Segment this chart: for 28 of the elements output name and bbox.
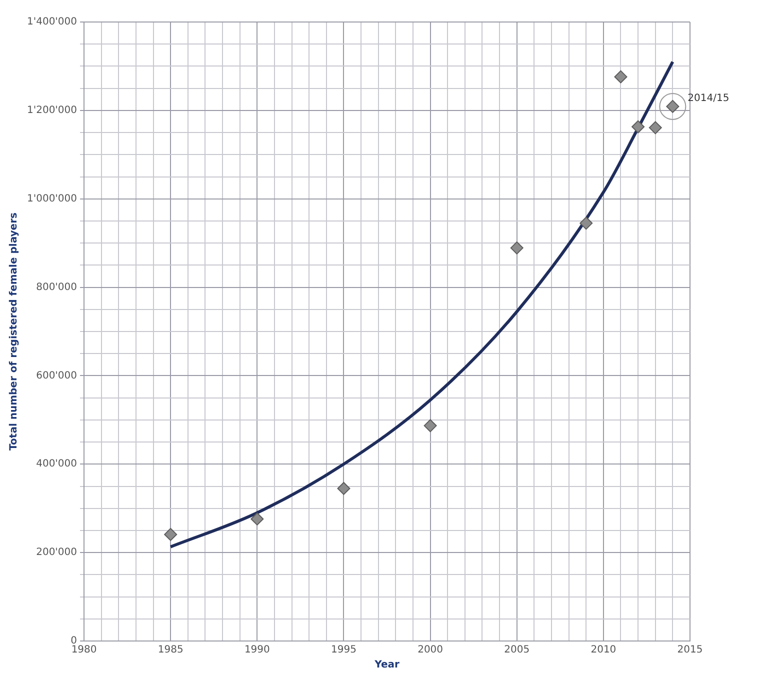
y-tick-label: 400'000 [36,458,78,470]
point [580,216,593,230]
x-tick-label: 1980 [71,644,97,656]
y-axis-title: Total number of registered female players [8,212,20,450]
point [164,528,178,541]
point [614,70,628,84]
x-tick-label: 2015 [677,644,703,656]
y-tick-label: 600'000 [36,370,78,382]
point [250,512,264,526]
x-tick-label: 1995 [331,644,356,656]
y-tick-label: 800'000 [36,282,78,293]
x-axis-title: Year [374,660,400,671]
point [632,120,645,134]
y-tick-label: 1'000'000 [26,193,78,204]
x-tick-label: 2000 [418,644,444,656]
point [337,482,350,495]
x-tick-label: 1990 [244,644,270,656]
y-tick-label: 1'400'000 [26,16,78,28]
y-tick-label: 1'200'000 [26,105,78,116]
point [424,419,437,432]
line-series [169,60,674,548]
annotation: 2014/15 [688,93,730,104]
x-tick-label: 1985 [158,644,184,656]
point [648,121,662,134]
point [510,241,524,254]
y-tick-label: 200'000 [36,547,78,558]
x-tick-label: 2010 [590,644,616,656]
x-tick-label: 2005 [504,644,530,656]
